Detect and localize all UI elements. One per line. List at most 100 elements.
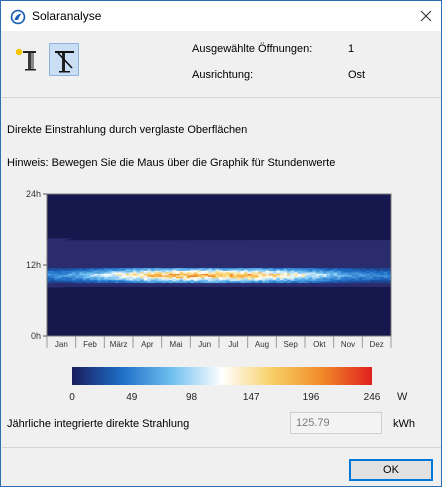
irradiance-cell bbox=[265, 278, 270, 281]
irradiance-cell bbox=[229, 278, 234, 281]
ok-button[interactable]: OK bbox=[349, 459, 433, 481]
irradiance-cell bbox=[93, 279, 98, 282]
irradiance-cell bbox=[258, 278, 263, 281]
irradiance-cell bbox=[86, 270, 91, 273]
sun-building-button[interactable] bbox=[12, 42, 40, 74]
irradiance-cell bbox=[75, 270, 80, 273]
irradiance-cell bbox=[251, 267, 256, 270]
irradiance-cell bbox=[276, 269, 281, 272]
irradiance-cell bbox=[79, 279, 84, 282]
irradiance-chart[interactable]: 24h 12h 0h Jan Feb März Apr Mai Jun Jul Aug Sep Okt N… bbox=[1, 187, 442, 357]
title-bar[interactable]: Solaranalyse bbox=[1, 1, 441, 31]
irradiance-cell bbox=[140, 270, 145, 273]
irradiance-cell bbox=[283, 278, 288, 281]
irradiance-cell bbox=[122, 273, 127, 276]
irradiance-cell bbox=[312, 278, 317, 281]
irradiance-cell bbox=[326, 273, 331, 276]
irradiance-cell bbox=[387, 267, 392, 270]
irradiance-cell bbox=[369, 270, 374, 273]
irradiance-cell bbox=[118, 281, 123, 284]
irradiance-cell bbox=[251, 269, 256, 272]
irradiance-cell bbox=[240, 272, 245, 275]
irradiance-cell bbox=[229, 270, 234, 273]
irradiance-cell bbox=[333, 272, 338, 275]
irradiance-cell bbox=[233, 270, 238, 273]
irradiance-cell bbox=[50, 270, 55, 273]
irradiance-cell bbox=[362, 267, 367, 270]
irradiance-cell bbox=[136, 275, 141, 278]
irradiance-cell bbox=[104, 273, 109, 276]
irradiance-cell bbox=[287, 273, 291, 276]
irradiance-cell bbox=[373, 270, 377, 273]
irradiance-cell bbox=[176, 275, 180, 278]
irradiance-cell bbox=[168, 267, 173, 270]
irradiance-cell bbox=[351, 272, 356, 275]
irradiance-cell bbox=[100, 269, 105, 272]
irradiance-cell bbox=[154, 281, 159, 284]
x-tick-label: Mai bbox=[170, 340, 183, 349]
irradiance-cell bbox=[100, 270, 105, 273]
irradiance-cell bbox=[172, 276, 177, 279]
irradiance-cell bbox=[90, 278, 94, 281]
irradiance-cell bbox=[322, 269, 327, 272]
irradiance-cell bbox=[340, 281, 345, 284]
irradiance-cell bbox=[68, 273, 73, 276]
irradiance-cell bbox=[90, 272, 94, 275]
irradiance-cell bbox=[57, 272, 62, 275]
irradiance-cell bbox=[61, 276, 66, 279]
irradiance-cell bbox=[204, 281, 209, 284]
irradiance-cell bbox=[211, 267, 216, 270]
irradiance-cell bbox=[215, 278, 220, 281]
irradiance-cell bbox=[279, 267, 284, 270]
irradiance-cell bbox=[82, 273, 87, 276]
irradiance-cell bbox=[125, 278, 130, 281]
irradiance-cell bbox=[158, 270, 162, 273]
irradiance-cell bbox=[319, 281, 324, 284]
irradiance-cell bbox=[211, 273, 216, 276]
irradiance-cell bbox=[79, 275, 84, 278]
irradiance-cell bbox=[344, 278, 349, 281]
irradiance-cell bbox=[222, 278, 227, 281]
irradiance-cell bbox=[201, 281, 205, 284]
irradiance-cell bbox=[279, 273, 284, 276]
irradiance-cell bbox=[312, 272, 317, 275]
irradiance-cell bbox=[348, 279, 352, 282]
irradiance-cell bbox=[315, 275, 320, 278]
irradiance-cell bbox=[265, 272, 270, 275]
irradiance-cell bbox=[251, 272, 256, 275]
irradiance-cell bbox=[57, 270, 62, 273]
close-button[interactable] bbox=[411, 1, 441, 31]
irradiance-cell bbox=[315, 272, 320, 275]
irradiance-cell bbox=[168, 269, 173, 272]
irradiance-cell bbox=[312, 276, 317, 279]
irradiance-cell bbox=[93, 276, 98, 279]
irradiance-cell bbox=[61, 270, 66, 273]
irradiance-cell bbox=[100, 276, 105, 279]
irradiance-cell bbox=[279, 270, 284, 273]
footer-divider bbox=[2, 447, 441, 448]
irradiance-cell bbox=[330, 270, 334, 273]
irradiance-cell bbox=[233, 272, 238, 275]
hint-text: Hinweis: Bewegen Sie die Maus über die G… bbox=[7, 157, 336, 169]
irradiance-cell bbox=[222, 275, 227, 278]
irradiance-cell bbox=[107, 281, 112, 284]
irradiance-cell bbox=[283, 275, 288, 278]
irradiance-cell bbox=[348, 278, 352, 281]
irradiance-chart-svg[interactable]: 24h 12h 0h Jan Feb März Apr Mai Jun Jul Aug Sep Okt N… bbox=[1, 187, 442, 357]
irradiance-cell bbox=[183, 267, 188, 270]
irradiance-cell bbox=[154, 278, 159, 281]
irradiance-cell bbox=[201, 273, 205, 276]
irradiance-cell bbox=[233, 276, 238, 279]
irradiance-cell bbox=[348, 276, 352, 279]
irradiance-cell bbox=[86, 278, 91, 281]
irradiance-cell bbox=[154, 272, 159, 275]
irradiance-cell bbox=[272, 278, 277, 281]
irradiance-cell bbox=[290, 279, 295, 282]
irradiance-cell bbox=[254, 272, 259, 275]
irradiance-cell bbox=[308, 275, 313, 278]
irradiance-cell bbox=[143, 273, 148, 276]
irradiance-cell bbox=[233, 267, 238, 270]
irradiance-cell bbox=[193, 275, 198, 278]
sun-angle-button[interactable] bbox=[49, 43, 79, 76]
irradiance-cell bbox=[179, 272, 184, 275]
